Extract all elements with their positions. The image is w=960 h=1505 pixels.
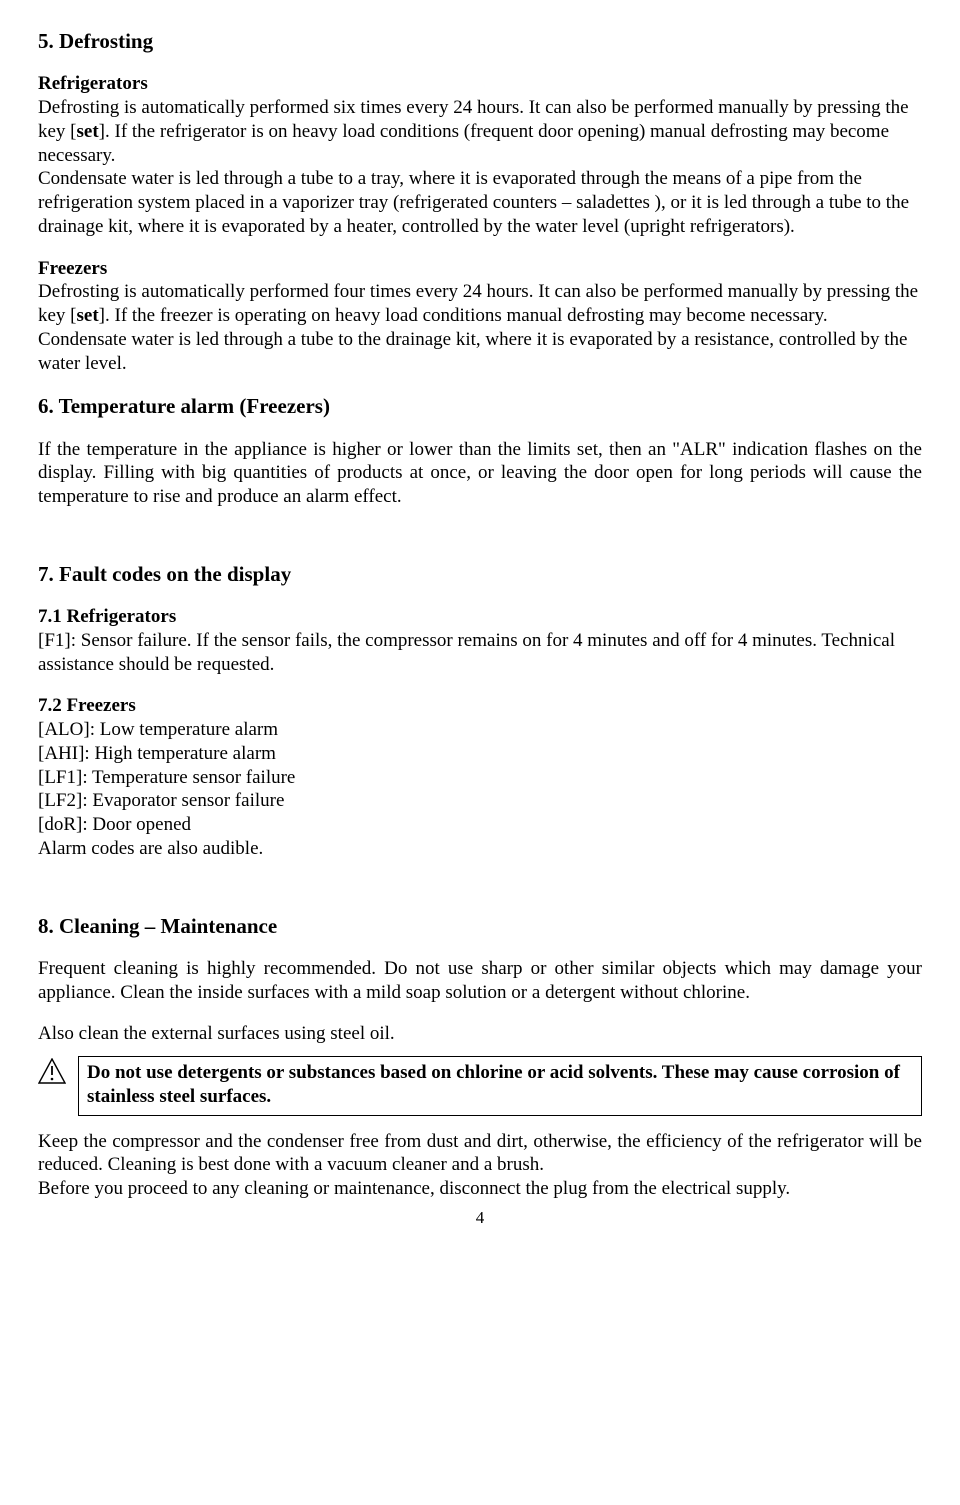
warning-row: Do not use detergents or substances base… [38,1056,922,1116]
para-clean-4: Before you proceed to any cleaning or ma… [38,1177,922,1201]
para-7-2-tail: Alarm codes are also audible. [38,837,922,861]
para-clean-1: Frequent cleaning is highly recommended.… [38,957,922,1005]
heading-fault-codes: 7. Fault codes on the display [38,561,922,587]
para-clean-2: Also clean the external surfaces using s… [38,1022,922,1046]
para-clean-3: Keep the compressor and the condenser fr… [38,1130,922,1178]
text: ]. If the refrigerator is on heavy load … [38,121,889,166]
para-temp-alarm: If the temperature in the appliance is h… [38,438,922,509]
text: ]. If the freezer is operating on heavy … [99,305,828,326]
para-7-1: [F1]: Sensor failure. If the sensor fail… [38,629,922,677]
heading-temp-alarm: 6. Temperature alarm (Freezers) [38,393,922,419]
para-freez-2: Condensate water is led through a tube t… [38,328,922,376]
fault-code-list: [ALO]: Low temperature alarm[AHI]: High … [38,718,922,837]
fault-code-line: [AHI]: High temperature alarm [38,742,922,766]
heading-defrosting: 5. Defrosting [38,28,922,54]
para-refrig-2: Condensate water is led through a tube t… [38,167,922,238]
fault-code-line: [ALO]: Low temperature alarm [38,718,922,742]
key-set-1: set [77,121,99,142]
subhead-freezers: Freezers [38,257,922,281]
warning-icon [38,1058,66,1091]
subhead-7-1: 7.1 Refrigerators [38,605,922,629]
page-number: 4 [38,1207,922,1228]
warning-box: Do not use detergents or substances base… [78,1056,922,1116]
fault-code-line: [doR]: Door opened [38,813,922,837]
subhead-refrigerators: Refrigerators [38,72,922,96]
fault-code-line: [LF2]: Evaporator sensor failure [38,789,922,813]
key-set-2: set [77,305,99,326]
para-refrig-1: Defrosting is automatically performed si… [38,96,922,167]
para-freez-1: Defrosting is automatically performed fo… [38,280,922,328]
fault-code-line: [LF1]: Temperature sensor failure [38,766,922,790]
subhead-7-2: 7.2 Freezers [38,694,922,718]
heading-cleaning: 8. Cleaning – Maintenance [38,913,922,939]
